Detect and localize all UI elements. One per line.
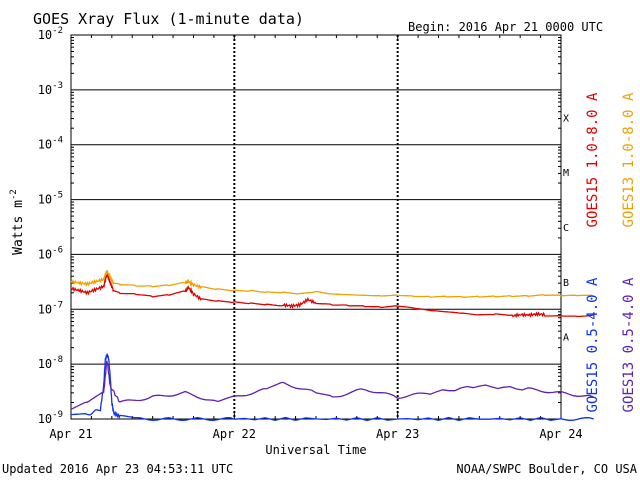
y-tick-base: 10 xyxy=(38,83,52,97)
series-line xyxy=(70,269,595,298)
y-axis-label: Watts m-2 xyxy=(9,189,26,255)
y-tick-label: 10-6 xyxy=(38,245,63,261)
updated-timestamp: Updated 2016 Apr 23 04:53:11 UTC xyxy=(2,462,233,476)
flare-class-label: X xyxy=(563,113,569,124)
flare-class-label: B xyxy=(563,278,569,289)
y-tick-label: 10-3 xyxy=(38,81,63,97)
y-tick-base: 10 xyxy=(38,138,52,152)
y-tick-base: 10 xyxy=(38,247,52,261)
x-axis-label: Universal Time xyxy=(265,443,366,457)
y-tick-exponent: -7 xyxy=(52,300,63,310)
plot-frame xyxy=(70,34,562,420)
y-tick-exponent: -6 xyxy=(52,245,63,255)
y-tick-exponent: -2 xyxy=(52,26,63,36)
y-tick-exponent: -3 xyxy=(52,81,63,91)
grid-lines xyxy=(71,37,561,403)
y-tick-base: 10 xyxy=(38,193,52,207)
series-line xyxy=(70,353,594,422)
x-tick-label: Apr 21 xyxy=(49,427,92,441)
chart-title: GOES Xray Flux (1-minute data) xyxy=(33,10,304,28)
y-axis-label-exponent: -2 xyxy=(9,189,19,200)
y-tick-labels: 10-210-310-410-510-610-710-810-9 xyxy=(38,26,63,426)
legend-entry: GOES13 1.0-8.0 A xyxy=(621,92,637,227)
series-line xyxy=(70,360,594,410)
y-tick-base: 10 xyxy=(38,357,52,371)
y-tick-exponent: -5 xyxy=(52,191,63,201)
y-tick-label: 10-4 xyxy=(38,136,63,152)
legend-entry: GOES15 0.5-4.0 A xyxy=(585,277,601,412)
legend: GOES15 1.0-8.0 A GOES13 1.0-8.0 A GOES15 0… xyxy=(585,92,637,412)
y-tick-base: 10 xyxy=(38,412,52,426)
legend-entry: GOES13 0.5-4.0 A xyxy=(621,277,637,412)
y-tick-label: 10-9 xyxy=(38,410,63,426)
y-tick-label: 10-2 xyxy=(38,26,63,42)
y-tick-base: 10 xyxy=(38,28,52,42)
y-tick-exponent: -8 xyxy=(52,355,63,365)
begin-label: Begin: 2016 Apr 21 0000 UTC xyxy=(408,20,603,34)
x-tick-label: Apr 22 xyxy=(213,427,256,441)
series-line xyxy=(70,271,594,319)
x-tick-labels: Apr 21 Apr 22 Apr 23 Apr 24 xyxy=(49,427,582,441)
y-tick-label: 10-5 xyxy=(38,191,63,207)
legend-entry: GOES15 1.0-8.0 A xyxy=(585,92,601,227)
flare-class-labels: X M C B A xyxy=(563,113,569,343)
y-tick-exponent: -9 xyxy=(52,410,63,420)
day-separators xyxy=(70,35,562,419)
x-tick-label: Apr 23 xyxy=(376,427,419,441)
y-tick-base: 10 xyxy=(38,302,52,316)
y-tick-label: 10-7 xyxy=(38,300,63,316)
flare-class-label: C xyxy=(563,223,569,234)
series-lines xyxy=(70,269,595,422)
flare-class-label: M xyxy=(563,168,569,179)
flare-class-label: A xyxy=(563,333,569,344)
y-tick-exponent: -4 xyxy=(52,136,63,146)
y-axis-label-text: Watts m xyxy=(11,200,26,255)
credit-label: NOAA/SWPC Boulder, CO USA xyxy=(456,462,637,476)
x-tick-label: Apr 24 xyxy=(539,427,582,441)
y-tick-label: 10-8 xyxy=(38,355,63,371)
